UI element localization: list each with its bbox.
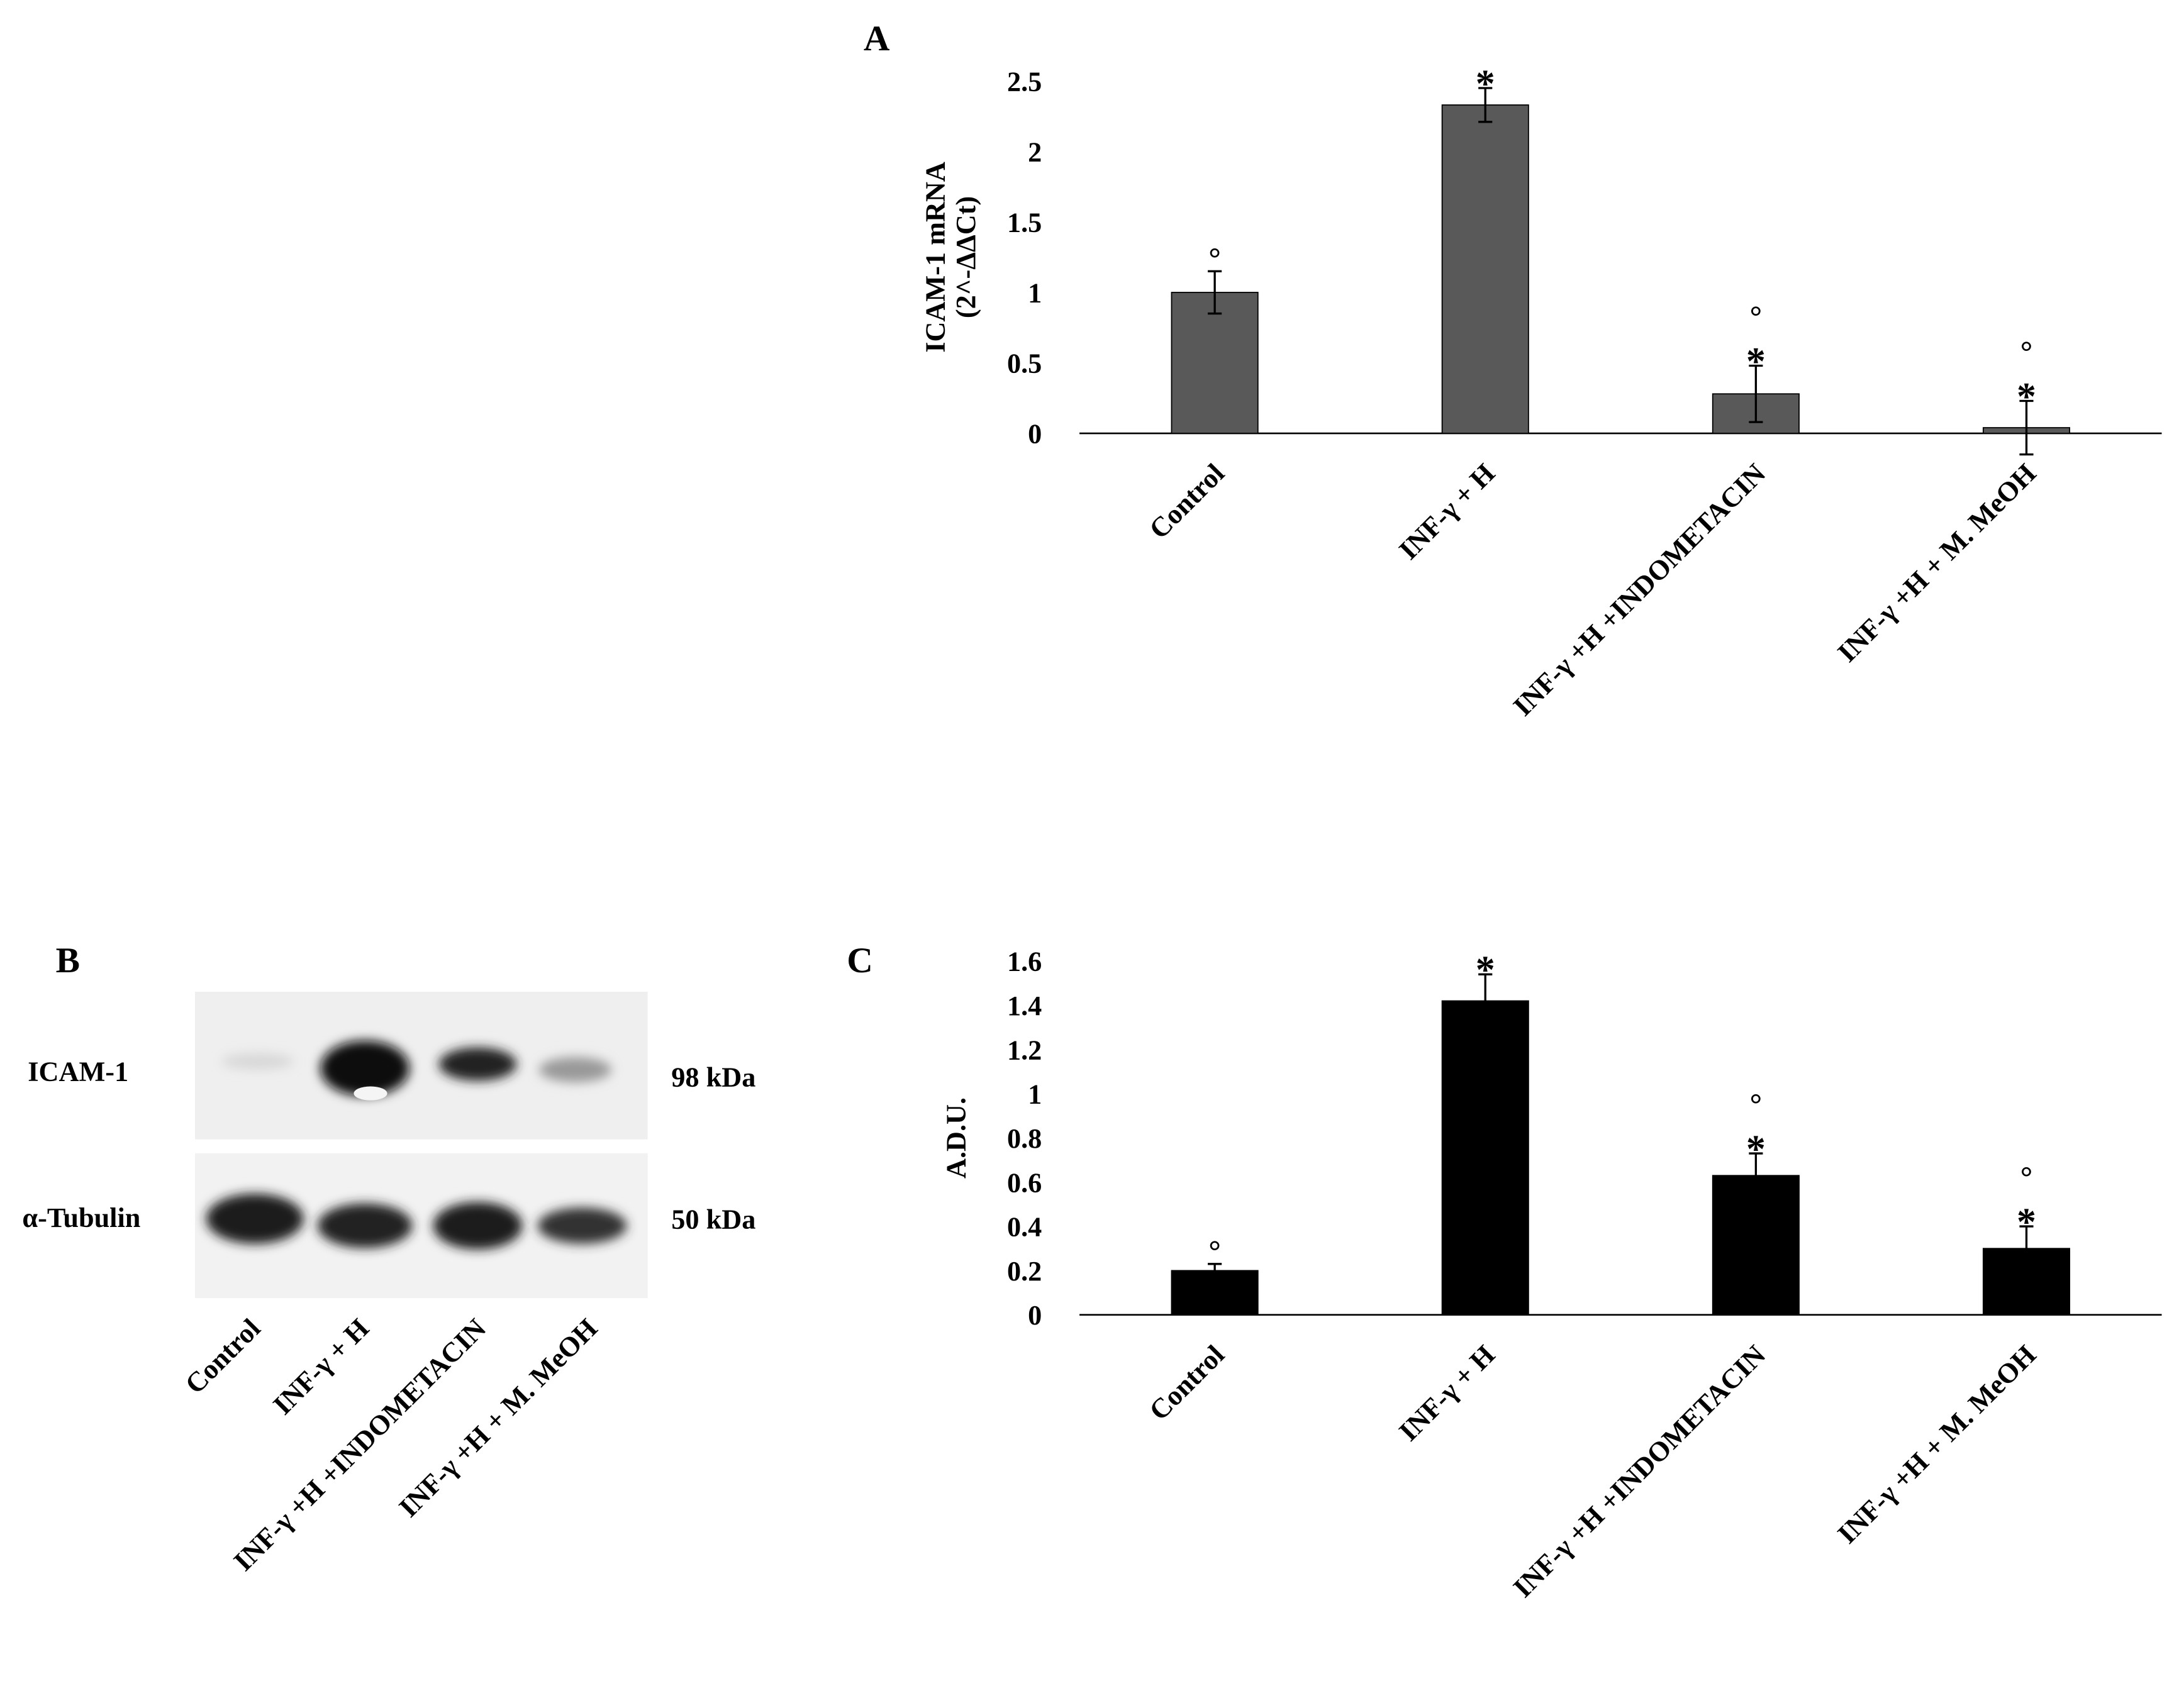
lane-label: INF-γ + H	[267, 1312, 375, 1420]
y-tick-label: 1	[1028, 1079, 1042, 1110]
y-tick-label: 1.5	[1007, 207, 1042, 238]
x-tick-label: INF-γ +H + M. MeOH	[1832, 1340, 2042, 1550]
y-tick-label: 1.2	[1007, 1035, 1042, 1065]
band-artifact	[354, 1086, 387, 1101]
significance-mark: °	[1208, 1234, 1220, 1268]
x-tick-label: INF-γ +H +INDOMETACIN	[1507, 1340, 1771, 1604]
significance-mark: °	[2020, 335, 2032, 369]
significance-mark: °	[1208, 241, 1220, 275]
panel-label: C	[847, 941, 873, 980]
size-label: 98 kDa	[671, 1062, 755, 1093]
x-tick-label: INF-γ +H + M. MeOH	[1832, 458, 2042, 668]
y-tick-label: 0.5	[1007, 348, 1042, 379]
y-tick-label: 0.6	[1007, 1167, 1042, 1198]
error-bar	[1208, 270, 1222, 315]
error-bar	[2019, 399, 2034, 456]
chart: C 0 0.2 0.4 0.6 0.8 1 1.2 1.4 1.6 A.D.U. Control ° IN…	[847, 941, 2162, 1604]
bar	[1171, 292, 1259, 434]
y-tick-label: 0	[1028, 1300, 1042, 1331]
bands	[206, 1040, 627, 1250]
lane-label: Control	[179, 1312, 266, 1399]
bar	[1441, 104, 1529, 434]
panel-label: B	[56, 941, 80, 980]
y-tick-label: 1	[1028, 277, 1042, 308]
row-label: ICAM-1	[28, 1057, 128, 1087]
significance-mark: *	[2017, 375, 2036, 418]
size-label: 50 kDa	[671, 1204, 755, 1235]
significance-mark: °	[2020, 1160, 2032, 1194]
error-bar	[1478, 87, 1493, 123]
x-tick-label: INF-γ + H	[1393, 1340, 1501, 1447]
y-tick-label: 2.5	[1007, 66, 1042, 97]
significance-mark: *	[1746, 340, 1766, 383]
significance-mark: °	[1750, 299, 1762, 333]
y-tick-label: 0.8	[1007, 1123, 1042, 1154]
significance-mark: *	[1476, 949, 1495, 992]
panel-label: A	[864, 19, 890, 58]
significance-mark: *	[1476, 62, 1495, 105]
y-tick-label: 0.4	[1007, 1212, 1042, 1243]
y-tick-label: 1.6	[1007, 946, 1042, 977]
error-bar	[2019, 1225, 2034, 1272]
y-axis-label: ICAM-1 mRNA	[920, 162, 950, 353]
y-axis-label: (2^-ΔΔCt)	[950, 196, 981, 318]
error-bar	[1749, 364, 1763, 423]
lane-label: INF-γ +H + M. MeOH	[393, 1312, 603, 1523]
y-tick-label: 0	[1028, 419, 1042, 450]
significance-mark: *	[1746, 1128, 1766, 1170]
x-tick-label: INF-γ + H	[1393, 458, 1501, 565]
y-tick-label: 1.4	[1007, 991, 1042, 1021]
x-tick-label: INF-γ +H +INDOMETACIN	[1507, 458, 1771, 722]
y-axis-label: A.D.U.	[941, 1097, 972, 1179]
error-bar	[1208, 1263, 1222, 1279]
y-tick-label: 2	[1028, 136, 1042, 167]
x-tick-label: Control	[1144, 458, 1230, 545]
significance-mark: *	[2017, 1201, 2036, 1243]
row-label: α-Tubulin	[22, 1202, 140, 1233]
bar	[1712, 1175, 1800, 1316]
error-bar	[1478, 973, 1493, 1029]
western-blot: B ICAM-1 α-Tubulin 98 kDa 50 kDa	[22, 941, 755, 1299]
chart: A 0 0.5 1 1.5 2 2.5 ICAM-1 mRNA (2^-ΔΔCt) Control…	[864, 19, 2162, 722]
y-tick-label: 0.2	[1007, 1256, 1042, 1287]
significance-mark: °	[1750, 1087, 1762, 1121]
error-bar	[1749, 1152, 1763, 1199]
x-tick-label: Control	[1144, 1340, 1230, 1426]
bar	[1441, 1000, 1529, 1316]
